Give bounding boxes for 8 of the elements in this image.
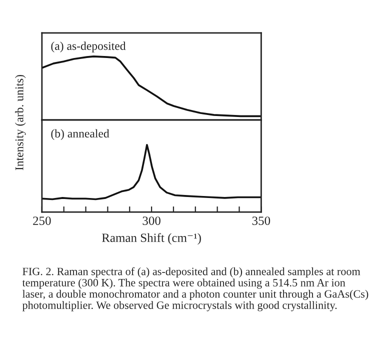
chart-title: (a) as-deposited [51,42,126,52]
caption: FIG. 2. Raman spectra of (a) as-deposited and (b) annealed samples at room temperature (300 K). The spectra were obtained using a 514.5 nm Ar ion laser, a double monochromator and a photon counter unit through a GaAs(Cs) photomultiplier. We observed Ge microcrystals with good crystallinity. [22,267,368,312]
x-tick-label: 250 [33,216,51,226]
chart-title: (b) annealed [51,129,110,140]
x-tick-label: 300 [142,216,160,226]
x-axis-title: Raman Shift (cm⁻¹) [102,233,201,245]
y-axis-title: Intensity (arb. units) [15,74,26,170]
x-tick-label: 350 [252,216,270,226]
